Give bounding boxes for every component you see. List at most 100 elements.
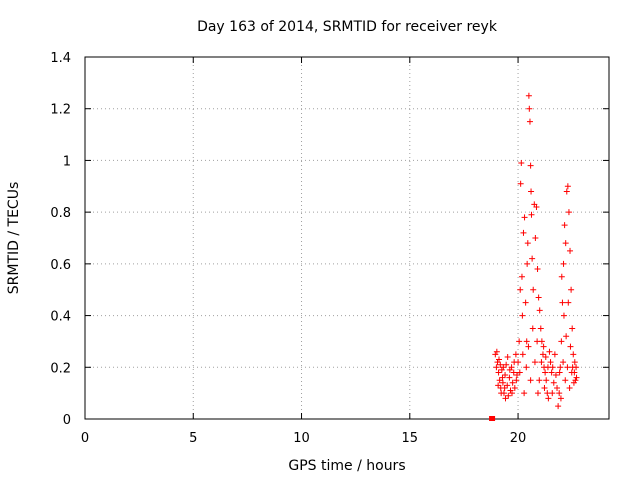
data-point — [556, 390, 563, 397]
data-point — [509, 379, 516, 386]
y-tick-label: 1 — [63, 154, 71, 169]
data-point — [529, 325, 536, 332]
data-point — [532, 235, 539, 241]
data-point — [495, 369, 502, 376]
data-point — [536, 377, 543, 384]
data-point — [489, 416, 496, 421]
data-point — [496, 377, 503, 384]
data-point — [558, 273, 565, 280]
x-tick-label: 10 — [293, 431, 310, 446]
data-point — [563, 333, 570, 340]
data-point — [566, 384, 573, 391]
data-point — [549, 364, 556, 371]
data-point — [567, 247, 574, 254]
data-point — [513, 372, 520, 379]
x-tick-label: 20 — [510, 431, 527, 446]
data-point — [534, 266, 541, 273]
data-point — [539, 351, 546, 358]
data-point — [557, 395, 564, 402]
data-point — [515, 359, 522, 366]
data-point — [506, 374, 513, 381]
data-point — [499, 374, 506, 381]
data-point — [520, 229, 527, 236]
data-point — [497, 361, 504, 368]
data-point — [536, 307, 543, 314]
data-points — [489, 92, 580, 421]
data-point — [503, 361, 510, 368]
data-point — [518, 273, 525, 280]
data-point — [550, 379, 557, 386]
data-point — [526, 118, 533, 125]
data-point — [526, 105, 533, 112]
data-point — [570, 351, 577, 358]
data-point — [551, 351, 558, 358]
data-point — [495, 382, 502, 389]
x-tick-label: 0 — [81, 431, 89, 446]
data-point — [549, 390, 556, 397]
data-point — [498, 390, 505, 397]
data-point — [518, 160, 525, 167]
data-point — [541, 384, 548, 391]
data-point — [545, 395, 552, 402]
data-point — [527, 162, 534, 169]
axis-ticks: 0 5 10 15 20 0 0.2 0.4 0.6 0.8 1 1.2 1.4 — [50, 51, 609, 446]
data-point — [513, 377, 520, 384]
y-tick-label: 0.4 — [50, 310, 71, 325]
data-point — [558, 338, 565, 345]
data-point — [533, 203, 540, 210]
data-point — [538, 359, 545, 366]
data-point — [560, 359, 567, 366]
data-point — [525, 343, 532, 350]
data-point — [562, 377, 569, 384]
data-point — [528, 211, 535, 218]
chart-title: Day 163 of 2014, SRMTID for receiver rey… — [197, 19, 498, 35]
data-point — [496, 356, 503, 363]
data-point — [522, 299, 529, 306]
data-point — [557, 364, 564, 371]
data-point — [565, 209, 572, 216]
data-point — [560, 312, 567, 319]
data-point — [552, 372, 559, 379]
data-point — [567, 343, 574, 350]
y-tick-label: 1.4 — [50, 51, 71, 66]
data-point — [530, 286, 537, 293]
x-tick-label: 15 — [402, 431, 419, 446]
data-point — [560, 260, 567, 267]
data-point — [571, 359, 578, 366]
data-point — [502, 372, 509, 379]
data-point — [540, 343, 547, 350]
data-point — [516, 369, 523, 376]
data-point — [573, 364, 580, 371]
data-point — [516, 338, 523, 345]
y-tick-label: 0.8 — [50, 206, 71, 221]
y-tick-label: 0.2 — [50, 361, 71, 376]
x-axis-label: GPS time / hours — [288, 458, 405, 474]
data-point — [524, 260, 531, 267]
x-tick-label: 5 — [189, 431, 197, 446]
data-point — [502, 395, 509, 402]
data-point — [504, 382, 511, 389]
data-point — [517, 286, 524, 293]
data-point — [568, 369, 575, 376]
data-point — [500, 364, 507, 371]
data-point — [542, 369, 549, 376]
data-point — [563, 188, 570, 195]
data-point — [517, 180, 524, 187]
data-point — [527, 377, 534, 384]
data-point — [535, 294, 542, 301]
data-point — [534, 338, 541, 345]
y-axis-label: SRMTID / TECUs — [6, 182, 22, 295]
y-tick-label: 0.6 — [50, 258, 71, 273]
data-point — [573, 374, 580, 381]
data-point — [523, 338, 530, 345]
data-point — [528, 188, 535, 195]
data-point — [543, 377, 550, 384]
data-point — [547, 359, 554, 366]
data-point — [555, 403, 562, 410]
data-point — [562, 240, 569, 247]
data-point — [565, 299, 572, 306]
data-point — [568, 286, 575, 293]
data-point — [493, 348, 500, 355]
